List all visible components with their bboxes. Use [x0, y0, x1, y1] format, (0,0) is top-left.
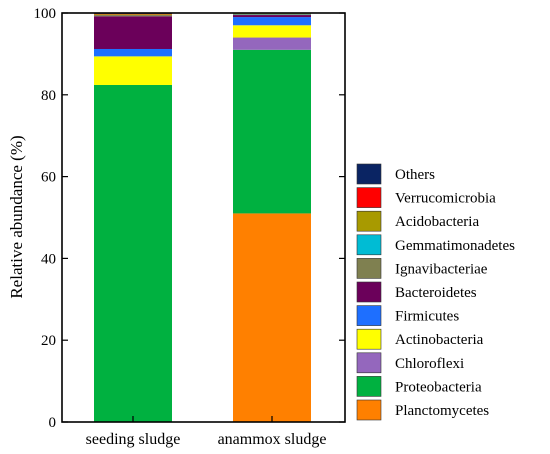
legend-label: Planctomycetes	[395, 403, 489, 419]
legend-item: Proteobacteria	[356, 376, 482, 397]
y-tick-label: 0	[49, 415, 57, 431]
legend-item: Gemmatimonadetes	[356, 234, 515, 256]
y-tick-label: 60	[41, 170, 56, 186]
y-axis-label: Relative abundance (%)	[7, 135, 26, 298]
legend-label: Acidobacteria	[395, 214, 479, 230]
legend-item: Ignavibacteriae	[356, 258, 488, 279]
y-tick-label: 20	[41, 333, 56, 349]
legend-item: Acidobacteria	[356, 210, 479, 232]
legend-item: Verrucomicrobia	[356, 187, 496, 208]
y-tick-label: 100	[34, 6, 57, 22]
legend-label: Ignavibacteriae	[395, 261, 488, 277]
legend-swatch	[356, 376, 382, 397]
legend: Others Verrucomicrobia Acidobacteria Gemmat…	[356, 163, 515, 421]
legend-swatch	[356, 305, 382, 326]
bar-segment	[94, 16, 172, 49]
legend-label: Verrucomicrobia	[395, 191, 496, 207]
bar-segment	[94, 56, 172, 85]
legend-label: Bacteroidetes	[395, 285, 477, 301]
bar-segment	[233, 17, 311, 26]
axes-group: 0 20 40 60 80 100 seeding sludge anammox sludge	[34, 6, 346, 448]
bar-segment	[233, 25, 311, 38]
bar-segment	[233, 15, 311, 18]
legend-swatch	[356, 281, 382, 303]
legend-item: Chloroflexi	[356, 352, 464, 374]
bar-segment	[233, 213, 311, 422]
legend-swatch	[356, 258, 382, 279]
bar-segment	[233, 14, 311, 16]
legend-swatch	[356, 163, 382, 185]
y-tick-label: 80	[41, 88, 56, 104]
bar-segment	[233, 49, 311, 214]
legend-item: Firmicutes	[356, 305, 459, 326]
legend-item: Bacteroidetes	[356, 281, 477, 303]
plot-frame	[61, 12, 346, 423]
legend-item: Actinobacteria	[356, 328, 484, 350]
legend-swatch	[356, 187, 382, 208]
legend-label: Actinobacteria	[395, 332, 484, 348]
x-category-label: anammox sludge	[218, 431, 327, 448]
legend-swatch	[356, 328, 382, 350]
bar-segment	[94, 48, 172, 57]
legend-item: Planctomycetes	[356, 399, 489, 421]
legend-label: Others	[395, 167, 435, 183]
legend-swatch	[356, 399, 382, 421]
bar-segment	[94, 14, 172, 16]
legend-item: Others	[356, 163, 435, 185]
legend-label: Firmicutes	[395, 309, 459, 325]
bars-group	[94, 13, 311, 422]
bar-segment	[233, 37, 311, 50]
x-category-label: seeding sludge	[86, 431, 181, 448]
y-tick-label: 40	[41, 251, 56, 267]
legend-swatch	[356, 352, 382, 374]
legend-swatch	[356, 234, 382, 256]
legend-swatch	[356, 210, 382, 232]
legend-label: Gemmatimonadetes	[395, 238, 515, 254]
bar-segment	[94, 15, 172, 17]
bar-segment	[94, 84, 172, 422]
legend-label: Chloroflexi	[395, 356, 464, 372]
legend-label: Proteobacteria	[395, 379, 482, 395]
